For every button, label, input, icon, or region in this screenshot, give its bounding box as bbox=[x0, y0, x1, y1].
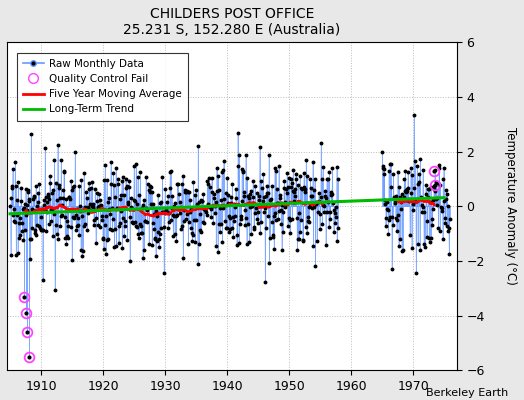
Title: CHILDERS POST OFFICE
25.231 S, 152.280 E (Australia): CHILDERS POST OFFICE 25.231 S, 152.280 E… bbox=[123, 7, 341, 37]
Y-axis label: Temperature Anomaly (°C): Temperature Anomaly (°C) bbox=[504, 128, 517, 285]
Text: Berkeley Earth: Berkeley Earth bbox=[426, 388, 508, 398]
Legend: Raw Monthly Data, Quality Control Fail, Five Year Moving Average, Long-Term Tren: Raw Monthly Data, Quality Control Fail, … bbox=[17, 53, 188, 121]
